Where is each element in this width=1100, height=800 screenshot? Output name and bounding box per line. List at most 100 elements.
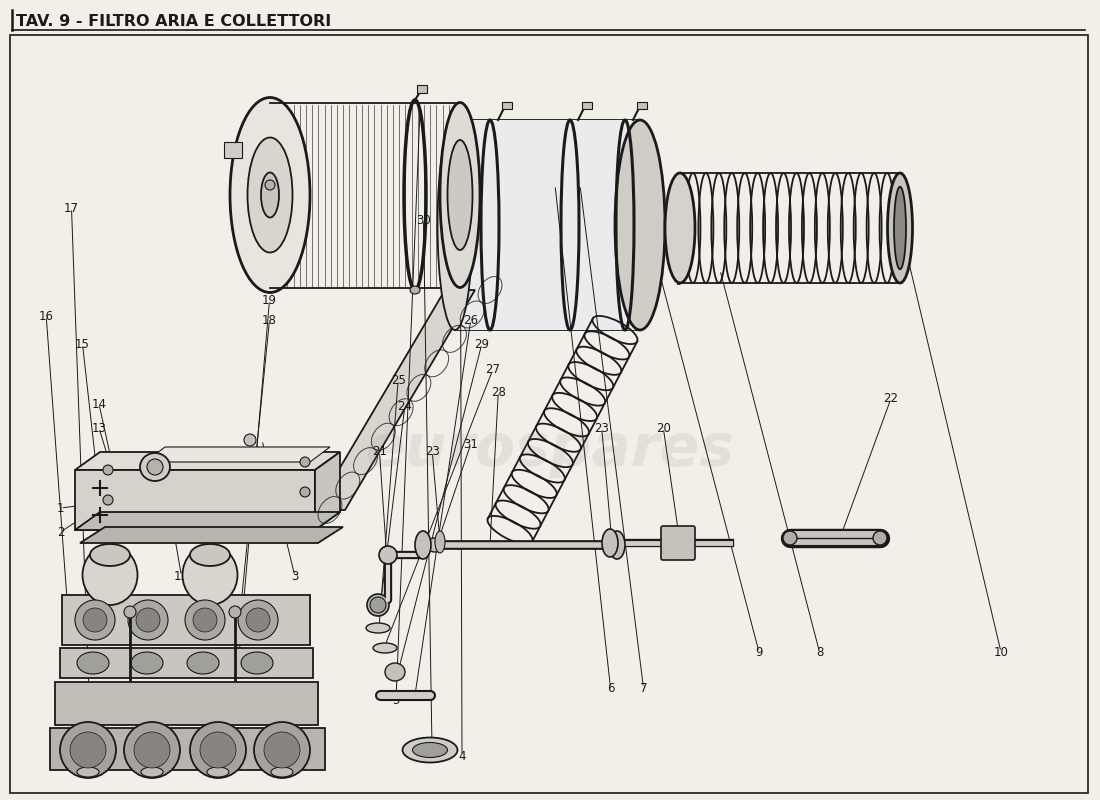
Circle shape	[238, 600, 278, 640]
Circle shape	[136, 608, 160, 632]
Bar	[582, 102, 592, 109]
Circle shape	[229, 606, 241, 618]
Bar	[637, 102, 647, 109]
Text: 30: 30	[416, 214, 431, 226]
Ellipse shape	[77, 652, 109, 674]
Ellipse shape	[888, 173, 913, 283]
Ellipse shape	[366, 623, 390, 633]
Text: 4: 4	[459, 750, 465, 762]
Circle shape	[300, 487, 310, 497]
Circle shape	[70, 732, 106, 768]
Ellipse shape	[434, 531, 446, 553]
Ellipse shape	[373, 643, 397, 653]
Circle shape	[370, 597, 386, 613]
Text: TAV. 9 - FILTRO ARIA E COLLETTORI: TAV. 9 - FILTRO ARIA E COLLETTORI	[16, 14, 331, 30]
Text: 18: 18	[262, 314, 277, 326]
Ellipse shape	[82, 545, 138, 605]
Circle shape	[128, 600, 168, 640]
Circle shape	[190, 722, 246, 778]
Ellipse shape	[615, 120, 666, 330]
Ellipse shape	[241, 652, 273, 674]
Circle shape	[103, 465, 113, 475]
Bar	[224, 142, 242, 158]
Circle shape	[200, 732, 236, 768]
Ellipse shape	[187, 652, 219, 674]
Circle shape	[300, 457, 310, 467]
Polygon shape	[60, 648, 314, 678]
Text: 12: 12	[174, 570, 189, 582]
Bar	[502, 102, 512, 109]
Circle shape	[103, 495, 113, 505]
Ellipse shape	[271, 767, 293, 777]
Polygon shape	[50, 728, 324, 770]
Ellipse shape	[448, 140, 473, 250]
Text: 5: 5	[393, 694, 399, 706]
Text: 9: 9	[756, 646, 762, 658]
Circle shape	[264, 732, 300, 768]
Ellipse shape	[410, 286, 420, 294]
Polygon shape	[315, 452, 340, 530]
Ellipse shape	[131, 652, 163, 674]
Ellipse shape	[602, 529, 618, 557]
Text: 17: 17	[64, 202, 79, 214]
Text: 28: 28	[491, 386, 506, 398]
Ellipse shape	[367, 594, 389, 616]
Polygon shape	[75, 452, 340, 470]
Text: 24: 24	[397, 400, 412, 413]
Circle shape	[185, 600, 226, 640]
Ellipse shape	[379, 546, 397, 564]
Ellipse shape	[609, 531, 625, 559]
Ellipse shape	[440, 102, 480, 287]
Ellipse shape	[140, 453, 170, 481]
Text: 3: 3	[292, 570, 298, 582]
Polygon shape	[315, 290, 475, 510]
Circle shape	[75, 600, 116, 640]
Text: 27: 27	[485, 363, 501, 376]
Ellipse shape	[230, 98, 310, 293]
Text: 2: 2	[57, 526, 64, 538]
Text: 23: 23	[594, 422, 609, 434]
Text: 29: 29	[474, 338, 490, 350]
Circle shape	[192, 608, 217, 632]
Text: 13: 13	[91, 422, 107, 434]
Ellipse shape	[141, 767, 163, 777]
Text: 23: 23	[425, 446, 440, 458]
Text: 7: 7	[640, 682, 647, 694]
Circle shape	[246, 608, 270, 632]
Text: 25: 25	[390, 374, 406, 386]
Circle shape	[60, 722, 116, 778]
Ellipse shape	[265, 180, 275, 190]
Circle shape	[134, 732, 170, 768]
Text: 14: 14	[91, 398, 107, 410]
Polygon shape	[80, 527, 343, 543]
Text: 1: 1	[57, 502, 64, 514]
Ellipse shape	[248, 138, 293, 253]
Ellipse shape	[183, 545, 238, 605]
Polygon shape	[145, 447, 330, 462]
Circle shape	[124, 606, 136, 618]
Ellipse shape	[90, 544, 130, 566]
Circle shape	[254, 722, 310, 778]
Ellipse shape	[873, 531, 887, 545]
Text: eurospares: eurospares	[365, 422, 735, 478]
Ellipse shape	[77, 767, 99, 777]
Ellipse shape	[894, 186, 906, 270]
Ellipse shape	[415, 531, 431, 559]
Ellipse shape	[261, 173, 279, 218]
Text: 19: 19	[262, 294, 277, 306]
FancyBboxPatch shape	[661, 526, 695, 560]
Text: 11: 11	[207, 570, 222, 582]
Ellipse shape	[666, 173, 695, 283]
Ellipse shape	[207, 767, 229, 777]
Ellipse shape	[190, 544, 230, 566]
Ellipse shape	[783, 531, 798, 545]
Polygon shape	[55, 682, 318, 725]
Ellipse shape	[412, 742, 448, 758]
Polygon shape	[75, 470, 315, 530]
Text: 21: 21	[372, 446, 387, 458]
Ellipse shape	[147, 459, 163, 475]
Text: 8: 8	[816, 646, 823, 658]
Ellipse shape	[438, 120, 473, 330]
Bar	[417, 85, 427, 93]
Text: 26: 26	[463, 314, 478, 326]
